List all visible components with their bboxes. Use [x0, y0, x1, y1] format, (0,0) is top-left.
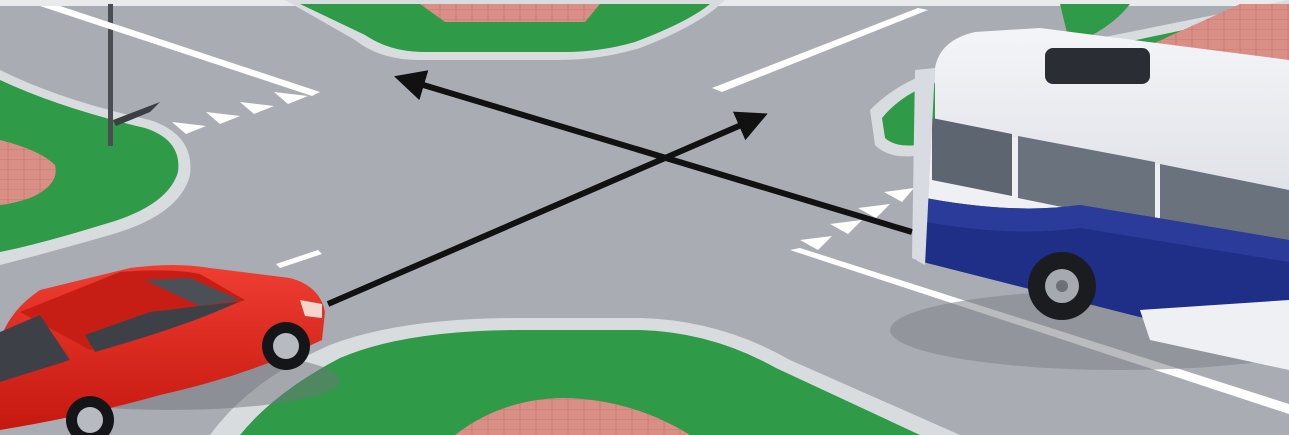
car — [0, 265, 340, 435]
island-bottom — [210, 318, 960, 435]
island-top-left — [0, 4, 191, 265]
island-top-center — [285, 0, 725, 60]
roof-hatch — [1045, 48, 1150, 84]
arrow-car-path — [326, 111, 768, 307]
arrow-bus-path — [394, 70, 913, 235]
bus — [890, 28, 1289, 370]
